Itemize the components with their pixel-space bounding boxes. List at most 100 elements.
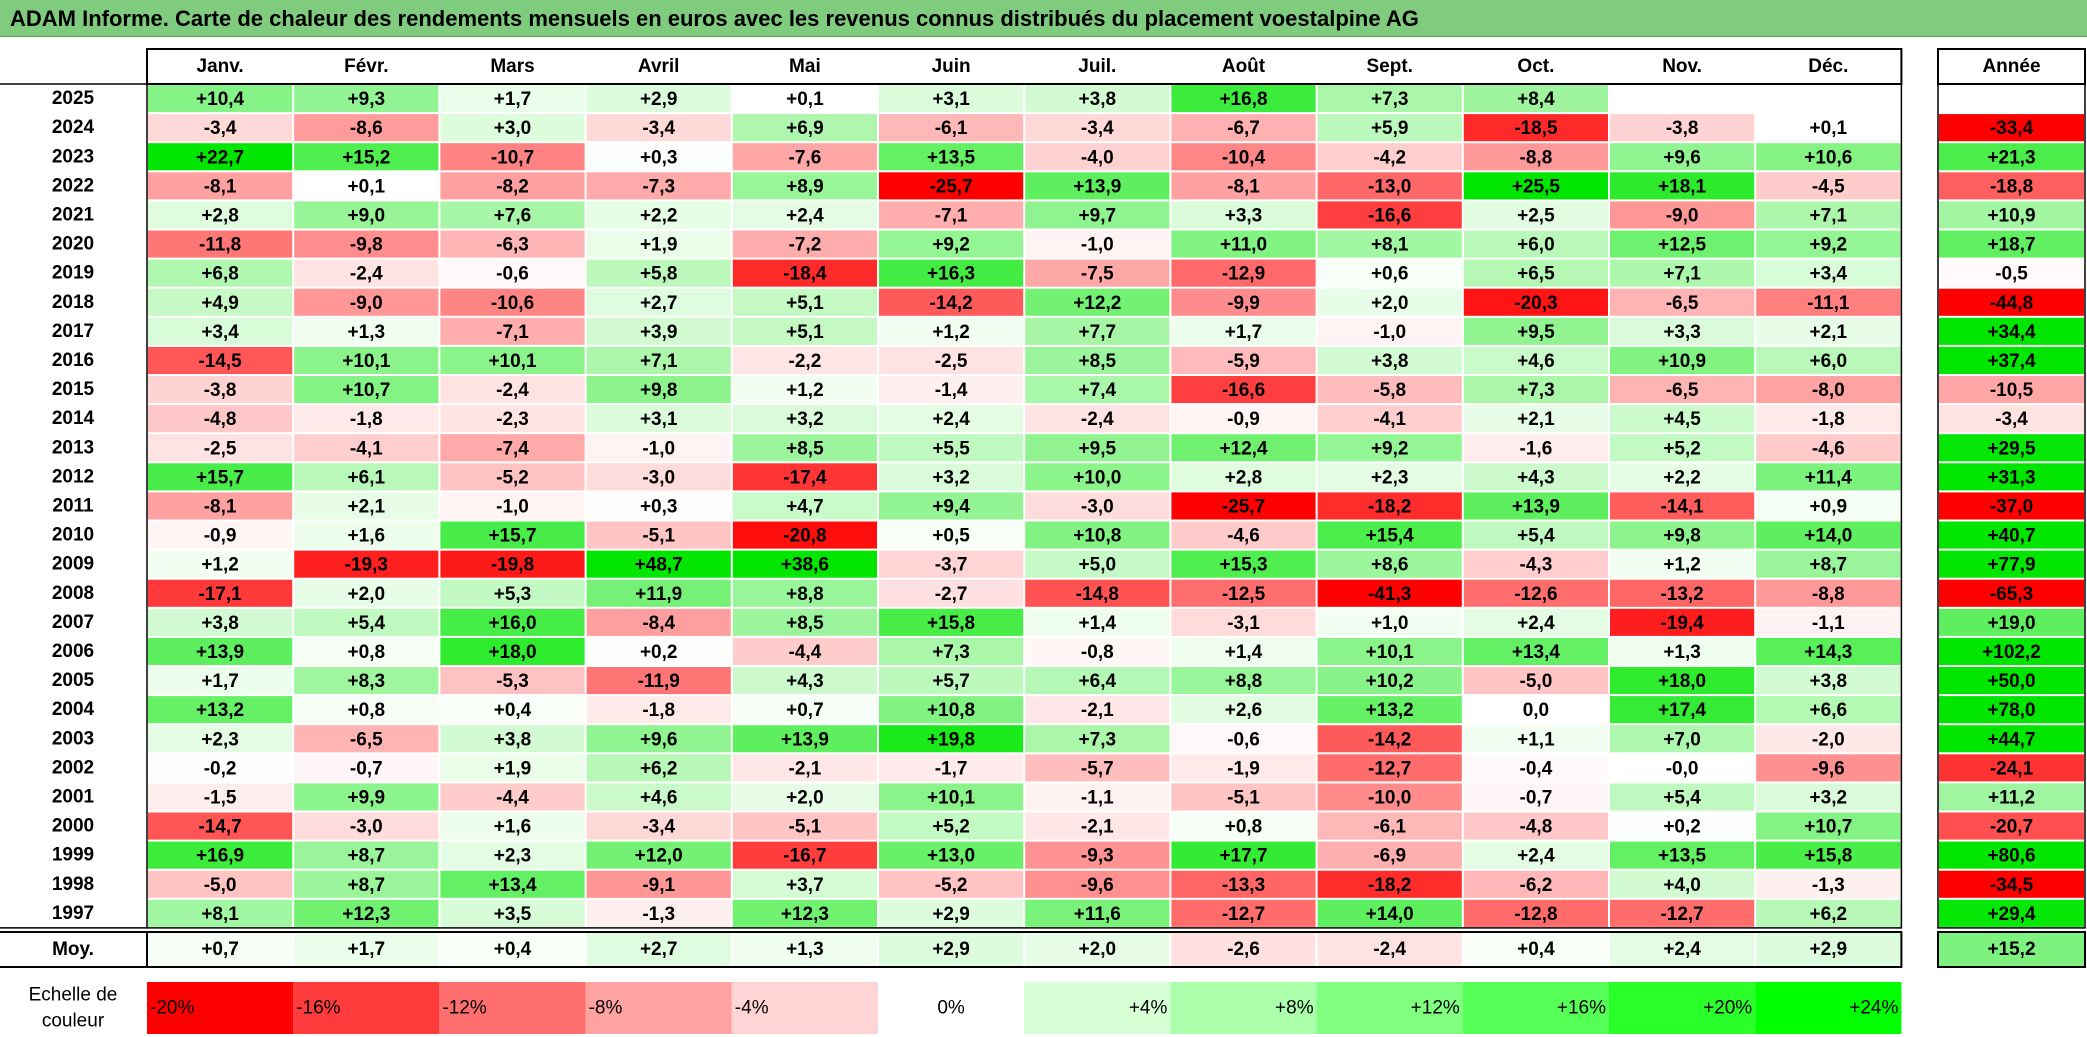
heatmap-cell bbox=[586, 114, 731, 142]
heatmap-cell bbox=[294, 783, 439, 811]
scale-tick-label: +20% bbox=[1703, 998, 1752, 1019]
heatmap-cell bbox=[732, 259, 877, 287]
avg-cell bbox=[1610, 933, 1755, 966]
cell-value-label: -6,7 bbox=[1227, 118, 1260, 139]
cell-value-label: +4,7 bbox=[786, 496, 824, 517]
heatmap-cell bbox=[1317, 521, 1462, 549]
cell-value-label: -8,0 bbox=[1812, 380, 1845, 401]
heatmap-cell bbox=[732, 899, 877, 927]
heatmap-cell bbox=[440, 725, 585, 753]
heatmap-cell bbox=[879, 346, 1024, 374]
heatmap-cell bbox=[732, 754, 877, 782]
cell-value-label: +16,9 bbox=[196, 846, 244, 867]
cell-value-label: -14,2 bbox=[929, 293, 972, 314]
avg-value-label: +0,7 bbox=[201, 939, 239, 960]
cell-value-label: -17,1 bbox=[198, 584, 242, 605]
annual-cell bbox=[1939, 812, 2084, 840]
heatmap-cell bbox=[879, 783, 1024, 811]
annual-cell bbox=[1939, 754, 2084, 782]
heatmap-cell bbox=[148, 870, 293, 898]
cell-value-label: +15,7 bbox=[196, 467, 244, 488]
heatmap-cell bbox=[1171, 317, 1316, 345]
row-year-label: 2018 bbox=[52, 292, 94, 313]
heatmap-cell bbox=[1463, 85, 1608, 113]
row-year-label: 2013 bbox=[52, 437, 94, 458]
row-year-label: 2006 bbox=[52, 641, 94, 662]
cell-value-label: +1,2 bbox=[932, 322, 970, 343]
avg-cell bbox=[732, 933, 877, 966]
cell-value-label: +15,4 bbox=[1366, 526, 1415, 547]
heatmap-cell bbox=[294, 608, 439, 636]
row-year-label: 2024 bbox=[52, 117, 95, 138]
heatmap-cell bbox=[586, 841, 731, 869]
cell-value-label: +2,6 bbox=[1225, 700, 1263, 721]
heatmap-cell bbox=[1317, 579, 1462, 607]
heatmap-cell bbox=[1171, 579, 1316, 607]
scale-tick-label: -16% bbox=[296, 998, 340, 1019]
scale-tick-label: +12% bbox=[1411, 998, 1460, 1019]
cell-value-label: -2,1 bbox=[1081, 817, 1114, 838]
annual-value-label: +40,7 bbox=[1987, 526, 2035, 547]
avg-value-label: +0,4 bbox=[1517, 939, 1555, 960]
cell-value-label: +12,3 bbox=[342, 904, 390, 925]
month-header: Juil. bbox=[1078, 56, 1116, 77]
cell-value-label: -2,0 bbox=[1812, 729, 1845, 750]
annual-cell bbox=[1939, 346, 2084, 374]
avg-cell bbox=[148, 933, 293, 966]
row-year-label: 2017 bbox=[52, 321, 94, 342]
annual-cell bbox=[1939, 230, 2084, 258]
cell-value-label: -5,0 bbox=[1520, 671, 1553, 692]
heatmap-cell bbox=[1025, 725, 1170, 753]
cell-value-label: +2,8 bbox=[1225, 467, 1263, 488]
heatmap-cell bbox=[294, 812, 439, 840]
heatmap-cell bbox=[879, 201, 1024, 229]
avg-cell bbox=[1463, 933, 1608, 966]
cell-value-label: +12,0 bbox=[635, 846, 683, 867]
cell-value-label: +4,6 bbox=[1517, 351, 1555, 372]
heatmap-cell bbox=[440, 172, 585, 200]
heatmap-cell bbox=[148, 259, 293, 287]
heatmap-cell bbox=[879, 667, 1024, 695]
heatmap-cell bbox=[1317, 201, 1462, 229]
heatmap-cell bbox=[1610, 201, 1755, 229]
heatmap-cell bbox=[148, 725, 293, 753]
scale-swatch bbox=[1462, 982, 1609, 1034]
heatmap-cell bbox=[294, 870, 439, 898]
cell-value-label: +11,4 bbox=[1805, 467, 1852, 488]
heatmap-cell bbox=[1756, 346, 1901, 374]
heatmap-cell bbox=[294, 899, 439, 927]
heatmap-cell bbox=[1756, 841, 1901, 869]
heatmap-cell bbox=[1317, 288, 1462, 316]
cell-value-label: +9,8 bbox=[640, 380, 678, 401]
annual-value-label: +31,3 bbox=[1987, 467, 2035, 488]
heatmap-cell bbox=[586, 317, 731, 345]
heatmap-cell bbox=[1025, 85, 1170, 113]
heatmap-cell bbox=[1025, 114, 1170, 142]
month-header: Nov. bbox=[1662, 56, 1702, 77]
heatmap-cell bbox=[879, 230, 1024, 258]
cell-value-label: +2,2 bbox=[640, 205, 678, 226]
heatmap-cell bbox=[1463, 754, 1608, 782]
heatmap-cell bbox=[1171, 725, 1316, 753]
month-header: Juin bbox=[932, 56, 971, 77]
cell-value-label: +13,2 bbox=[1366, 700, 1414, 721]
cell-value-label: +2,3 bbox=[1371, 467, 1409, 488]
cell-value-label: +9,5 bbox=[1079, 438, 1117, 459]
cell-value-label: -3,7 bbox=[935, 555, 968, 576]
heatmap-cell bbox=[1317, 841, 1462, 869]
heatmap-cell bbox=[294, 492, 439, 520]
heatmap-cell bbox=[148, 608, 293, 636]
heatmap-cell bbox=[294, 637, 439, 665]
heatmap-cell bbox=[586, 725, 731, 753]
cell-value-label: -7,2 bbox=[789, 235, 822, 256]
heatmap-cell bbox=[732, 114, 877, 142]
heatmap-cell bbox=[1171, 667, 1316, 695]
month-header: Déc. bbox=[1808, 56, 1848, 77]
heatmap-cell bbox=[732, 550, 877, 578]
row-year-label: 2009 bbox=[52, 554, 94, 575]
cell-value-label: -25,7 bbox=[1222, 496, 1265, 517]
heatmap-cell bbox=[148, 434, 293, 462]
heatmap-cell bbox=[1171, 85, 1316, 113]
heatmap-cell bbox=[879, 317, 1024, 345]
heatmap-cell bbox=[294, 841, 439, 869]
